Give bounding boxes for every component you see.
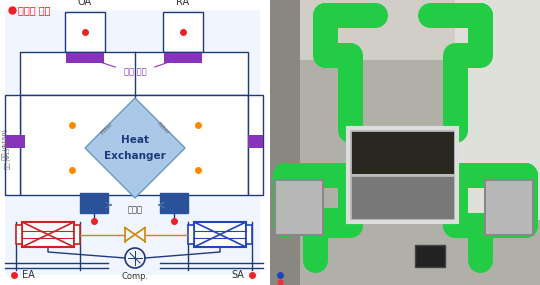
Bar bbox=[275, 180, 323, 235]
Bar bbox=[74, 225, 80, 244]
Bar bbox=[16, 225, 22, 244]
Bar bbox=[348, 128, 457, 222]
Text: Filter: Filter bbox=[156, 121, 170, 135]
Bar bbox=[246, 225, 252, 244]
Bar bbox=[248, 95, 263, 195]
Bar bbox=[22, 222, 74, 247]
Text: 유로 (Φ150): 유로 (Φ150) bbox=[2, 130, 8, 160]
Bar bbox=[20, 95, 248, 195]
Text: Exchanger: Exchanger bbox=[104, 151, 166, 161]
Bar bbox=[350, 175, 455, 220]
Bar bbox=[248, 135, 263, 148]
Text: Comp.: Comp. bbox=[122, 272, 148, 281]
Bar bbox=[5, 95, 20, 195]
Text: 유로 (Φ150): 유로 (Φ150) bbox=[5, 141, 11, 169]
Text: SA: SA bbox=[231, 270, 244, 280]
Bar bbox=[20, 52, 248, 95]
Text: 온습도 센서: 온습도 센서 bbox=[18, 5, 51, 15]
Bar bbox=[163, 12, 203, 52]
Text: Heat: Heat bbox=[121, 135, 149, 145]
Bar bbox=[188, 225, 194, 244]
Bar bbox=[455, 0, 540, 220]
Text: 댐퍼 밸브: 댐퍼 밸브 bbox=[124, 68, 146, 76]
Bar bbox=[160, 193, 188, 213]
Text: EA: EA bbox=[22, 270, 35, 280]
Polygon shape bbox=[85, 98, 185, 198]
Bar bbox=[164, 53, 202, 63]
Bar bbox=[350, 130, 455, 175]
Bar bbox=[5, 135, 25, 148]
Text: OA: OA bbox=[78, 0, 92, 7]
Text: RA: RA bbox=[177, 0, 190, 7]
Text: 송풍기: 송풍기 bbox=[127, 205, 143, 215]
Bar bbox=[194, 222, 246, 247]
Text: Filter: Filter bbox=[100, 121, 114, 135]
Bar bbox=[270, 0, 300, 285]
Bar bbox=[65, 12, 105, 52]
Bar bbox=[270, 0, 540, 60]
Bar bbox=[66, 53, 104, 63]
Bar bbox=[80, 193, 108, 213]
Bar bbox=[485, 180, 533, 235]
Bar bbox=[415, 245, 445, 267]
